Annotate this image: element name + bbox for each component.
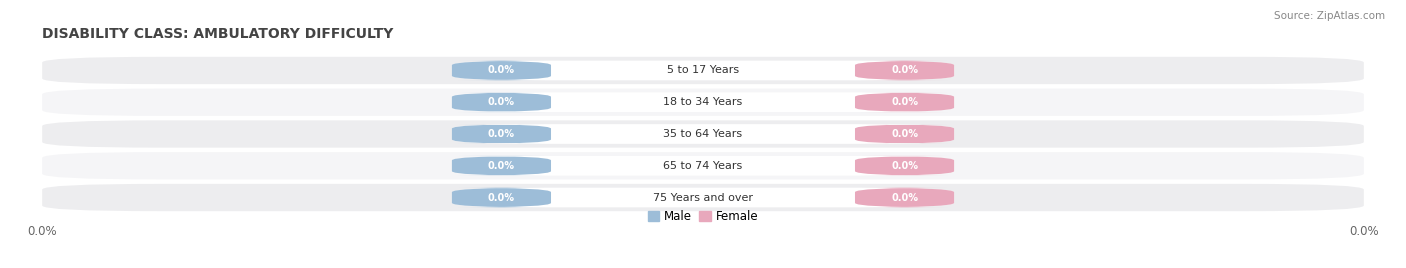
Text: 0.0%: 0.0% [488, 192, 515, 203]
Text: 0.0%: 0.0% [891, 192, 918, 203]
Text: 0.0%: 0.0% [488, 97, 515, 107]
Text: 18 to 34 Years: 18 to 34 Years [664, 97, 742, 107]
FancyBboxPatch shape [451, 156, 551, 176]
FancyBboxPatch shape [451, 156, 955, 176]
Text: 0.0%: 0.0% [488, 161, 515, 171]
FancyBboxPatch shape [855, 92, 955, 112]
FancyBboxPatch shape [42, 184, 1364, 211]
FancyBboxPatch shape [451, 92, 551, 112]
Text: 65 to 74 Years: 65 to 74 Years [664, 161, 742, 171]
FancyBboxPatch shape [451, 188, 551, 207]
Text: 0.0%: 0.0% [488, 65, 515, 76]
Text: 0.0%: 0.0% [891, 129, 918, 139]
FancyBboxPatch shape [855, 188, 955, 207]
Text: 0.0%: 0.0% [891, 161, 918, 171]
FancyBboxPatch shape [855, 61, 955, 80]
FancyBboxPatch shape [451, 124, 955, 144]
Text: 0.0%: 0.0% [891, 65, 918, 76]
FancyBboxPatch shape [451, 188, 955, 207]
FancyBboxPatch shape [451, 61, 955, 80]
Legend: Male, Female: Male, Female [643, 205, 763, 228]
FancyBboxPatch shape [451, 92, 955, 112]
Text: 0.0%: 0.0% [891, 97, 918, 107]
Text: DISABILITY CLASS: AMBULATORY DIFFICULTY: DISABILITY CLASS: AMBULATORY DIFFICULTY [42, 27, 394, 41]
Text: 5 to 17 Years: 5 to 17 Years [666, 65, 740, 76]
FancyBboxPatch shape [42, 152, 1364, 179]
FancyBboxPatch shape [451, 61, 551, 80]
Text: 75 Years and over: 75 Years and over [652, 192, 754, 203]
FancyBboxPatch shape [42, 89, 1364, 116]
Text: Source: ZipAtlas.com: Source: ZipAtlas.com [1274, 11, 1385, 21]
Text: 0.0%: 0.0% [488, 129, 515, 139]
FancyBboxPatch shape [42, 57, 1364, 84]
FancyBboxPatch shape [855, 124, 955, 144]
FancyBboxPatch shape [451, 124, 551, 144]
Text: 35 to 64 Years: 35 to 64 Years [664, 129, 742, 139]
FancyBboxPatch shape [855, 156, 955, 176]
FancyBboxPatch shape [42, 120, 1364, 148]
